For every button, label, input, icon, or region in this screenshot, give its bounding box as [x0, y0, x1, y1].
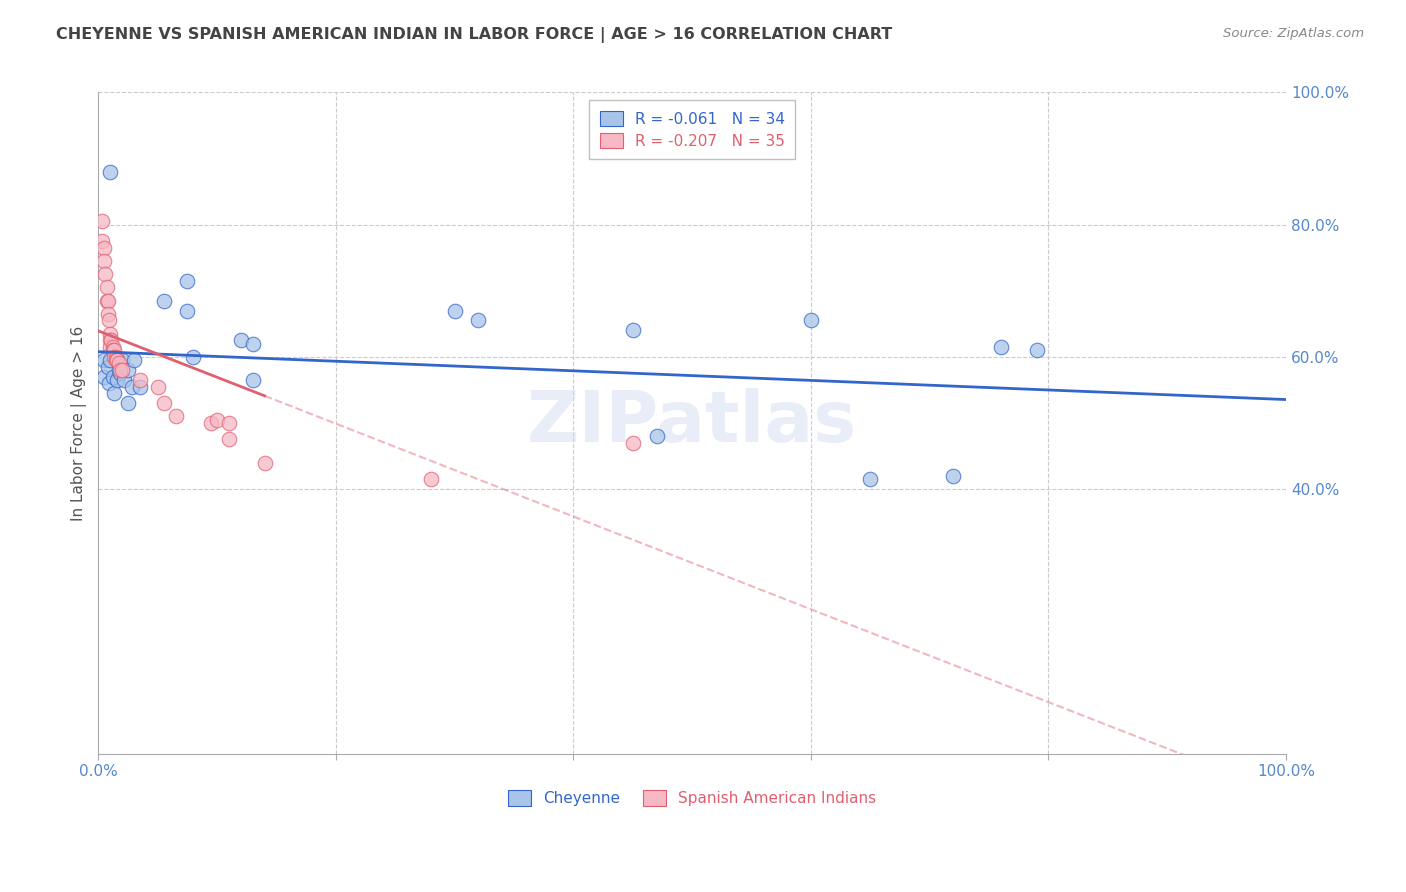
- Point: [98, 164, 121, 178]
- Point: [205, 412, 228, 426]
- Point: [117, 396, 139, 410]
- Point: [108, 363, 131, 377]
- Point: [105, 350, 128, 364]
- Text: Source: ZipAtlas.com: Source: ZipAtlas.com: [1223, 27, 1364, 40]
- Point: [98, 333, 121, 347]
- Point: [96, 293, 118, 308]
- Point: [105, 353, 128, 368]
- Point: [101, 343, 124, 358]
- Point: [98, 313, 121, 327]
- Point: [183, 350, 205, 364]
- Point: [111, 353, 134, 368]
- Point: [94, 267, 117, 281]
- Point: [122, 353, 145, 368]
- Point: [117, 363, 139, 377]
- Point: [98, 340, 121, 354]
- Point: [129, 379, 152, 393]
- Point: [165, 409, 187, 424]
- Point: [859, 472, 882, 486]
- Point: [242, 373, 264, 387]
- Point: [121, 379, 143, 393]
- Point: [111, 363, 134, 377]
- Point: [229, 333, 252, 347]
- Point: [990, 340, 1012, 354]
- Point: [93, 369, 115, 384]
- Point: [98, 376, 121, 391]
- Point: [107, 356, 129, 370]
- Text: ZIPatlas: ZIPatlas: [527, 388, 858, 458]
- Point: [100, 333, 122, 347]
- Point: [176, 274, 198, 288]
- Point: [146, 379, 169, 393]
- Point: [1025, 343, 1047, 358]
- Point: [98, 353, 121, 368]
- Point: [114, 373, 136, 387]
- Point: [96, 280, 118, 294]
- Point: [98, 326, 121, 341]
- Point: [218, 433, 240, 447]
- Point: [645, 429, 668, 443]
- Point: [107, 363, 129, 377]
- Point: [103, 350, 125, 364]
- Point: [101, 340, 124, 354]
- Point: [621, 435, 644, 450]
- Y-axis label: In Labor Force | Age > 16: In Labor Force | Age > 16: [72, 326, 87, 521]
- Point: [942, 468, 965, 483]
- Point: [242, 336, 264, 351]
- Point: [176, 303, 198, 318]
- Point: [152, 396, 174, 410]
- Point: [93, 353, 115, 368]
- Point: [443, 303, 465, 318]
- Point: [93, 254, 115, 268]
- Point: [97, 359, 120, 374]
- Point: [103, 343, 125, 358]
- Point: [253, 456, 276, 470]
- Point: [101, 369, 124, 384]
- Point: [103, 386, 125, 401]
- Point: [218, 416, 240, 430]
- Point: [200, 416, 222, 430]
- Point: [90, 214, 112, 228]
- Point: [152, 293, 174, 308]
- Point: [93, 241, 115, 255]
- Text: CHEYENNE VS SPANISH AMERICAN INDIAN IN LABOR FORCE | AGE > 16 CORRELATION CHART: CHEYENNE VS SPANISH AMERICAN INDIAN IN L…: [56, 27, 893, 43]
- Point: [621, 323, 644, 337]
- Point: [105, 373, 128, 387]
- Point: [97, 307, 120, 321]
- Point: [467, 313, 489, 327]
- Point: [97, 293, 120, 308]
- Point: [419, 472, 441, 486]
- Point: [108, 367, 131, 381]
- Point: [105, 353, 128, 368]
- Point: [90, 234, 112, 248]
- Point: [129, 373, 152, 387]
- Legend: Cheyenne, Spanish American Indians: Cheyenne, Spanish American Indians: [502, 784, 883, 812]
- Point: [105, 350, 128, 364]
- Point: [800, 313, 823, 327]
